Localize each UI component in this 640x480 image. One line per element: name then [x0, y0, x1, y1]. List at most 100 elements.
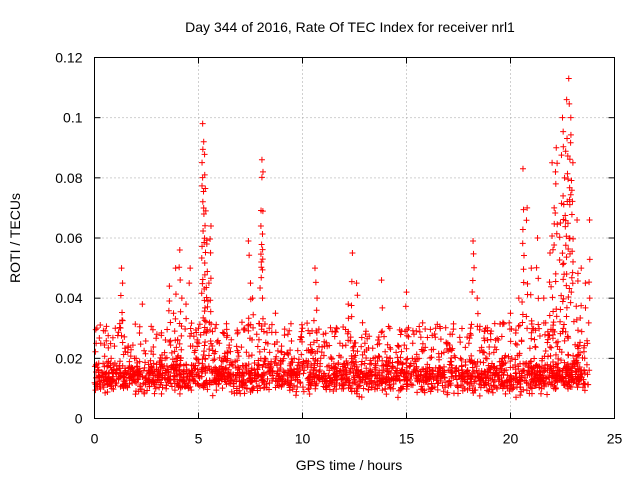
data-point	[520, 386, 527, 393]
data-point	[189, 369, 196, 376]
data-point	[554, 379, 561, 386]
data-point	[164, 375, 171, 382]
data-point	[211, 350, 218, 357]
data-point	[491, 320, 498, 327]
data-point	[466, 356, 473, 363]
data-point	[224, 349, 231, 356]
data-point	[153, 331, 160, 338]
data-point	[419, 386, 426, 393]
data-point	[528, 335, 535, 342]
data-point	[245, 361, 252, 368]
data-point	[340, 385, 347, 392]
y-axis-label: ROTI / TECUs	[7, 193, 23, 283]
data-point	[117, 292, 124, 299]
data-point	[190, 362, 197, 369]
data-point	[188, 387, 195, 394]
data-point	[577, 373, 584, 380]
data-point	[565, 363, 572, 370]
data-point	[294, 362, 301, 369]
data-point	[361, 348, 368, 355]
data-point	[566, 201, 573, 208]
data-point	[399, 360, 406, 367]
data-point	[458, 325, 465, 332]
data-point	[374, 381, 381, 388]
data-point	[328, 380, 335, 387]
data-point	[439, 372, 446, 379]
data-point	[299, 363, 306, 370]
data-point	[259, 266, 266, 273]
data-point	[278, 358, 285, 365]
data-point	[101, 342, 108, 349]
data-point	[107, 377, 114, 384]
data-point	[531, 336, 538, 343]
data-point	[499, 321, 506, 328]
data-point	[481, 328, 488, 335]
data-point	[272, 310, 279, 317]
data-point	[146, 383, 153, 390]
data-point	[259, 168, 266, 175]
data-point	[259, 364, 266, 371]
data-point	[297, 380, 304, 387]
data-point	[96, 384, 103, 391]
data-point	[266, 325, 273, 332]
data-point	[432, 325, 439, 332]
data-point	[165, 307, 172, 314]
data-point	[115, 329, 122, 336]
data-point	[390, 364, 397, 371]
data-point	[362, 331, 369, 338]
data-point	[285, 381, 292, 388]
x-tick-label: 0	[91, 431, 99, 447]
data-point	[105, 332, 112, 339]
data-point	[245, 238, 252, 245]
data-point	[136, 330, 143, 337]
data-point	[371, 386, 378, 393]
data-point	[549, 372, 556, 379]
data-point	[343, 374, 350, 381]
data-point	[174, 337, 181, 344]
data-point	[300, 359, 307, 366]
data-point	[249, 387, 256, 394]
data-point	[236, 366, 243, 373]
data-point	[486, 344, 493, 351]
data-point	[530, 325, 537, 332]
data-point	[435, 350, 442, 357]
data-point	[195, 369, 202, 376]
data-point	[366, 361, 373, 368]
data-point	[360, 385, 367, 392]
data-point	[231, 390, 238, 397]
data-point	[498, 333, 505, 340]
data-point	[278, 343, 285, 350]
data-point	[331, 383, 338, 390]
data-point	[207, 249, 214, 256]
data-point	[563, 254, 570, 261]
data-point	[116, 371, 123, 378]
data-point	[258, 156, 265, 163]
data-point	[353, 280, 360, 287]
data-point	[528, 317, 535, 324]
data-point	[316, 376, 323, 383]
data-point	[137, 369, 144, 376]
data-points	[91, 75, 593, 401]
data-point	[199, 146, 206, 153]
data-point	[286, 387, 293, 394]
data-point	[537, 378, 544, 385]
data-point	[199, 243, 206, 250]
data-point	[141, 347, 148, 354]
data-point	[226, 342, 233, 349]
data-point	[554, 221, 561, 228]
data-point	[386, 325, 393, 332]
data-point	[552, 168, 559, 175]
data-point	[178, 295, 185, 302]
data-point	[312, 372, 319, 379]
data-point	[454, 390, 461, 397]
data-point	[489, 360, 496, 367]
data-point	[205, 280, 212, 287]
data-point	[427, 355, 434, 362]
data-point	[319, 344, 326, 351]
data-point	[164, 326, 171, 333]
data-point	[199, 198, 206, 205]
data-point	[101, 353, 108, 360]
data-point	[261, 320, 268, 327]
data-point	[174, 362, 181, 369]
data-point	[168, 349, 175, 356]
